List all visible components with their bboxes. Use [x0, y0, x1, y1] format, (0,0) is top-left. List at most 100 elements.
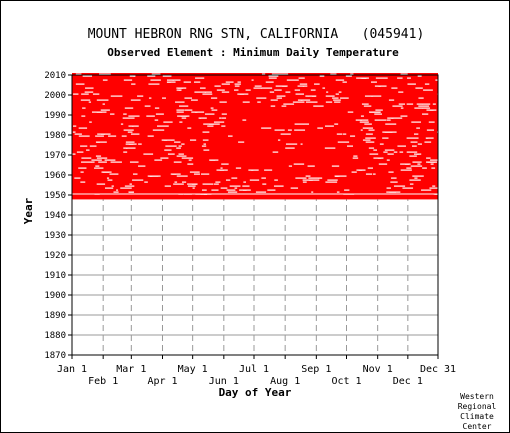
gap-mark	[94, 167, 104, 169]
gap-mark	[308, 179, 320, 181]
data-cell	[72, 147, 438, 150]
gap-mark	[175, 101, 185, 103]
gap-mark	[122, 117, 135, 119]
x-tick-label: May 1	[178, 364, 208, 375]
gap-mark	[219, 101, 227, 103]
gap-mark	[98, 161, 107, 163]
gap-mark	[108, 135, 117, 137]
gap-mark	[203, 149, 210, 151]
gap-mark	[274, 129, 285, 131]
gap-mark	[194, 81, 201, 83]
gap-mark	[191, 111, 198, 113]
gap-mark	[413, 133, 419, 135]
gap-mark	[125, 143, 137, 145]
gap-mark	[207, 125, 214, 127]
gap-mark	[101, 171, 110, 173]
gap-mark	[96, 99, 109, 101]
y-tick-label-1940: 1940	[44, 211, 66, 221]
gap-mark	[418, 97, 424, 99]
gap-mark	[149, 175, 161, 177]
gap-mark	[182, 181, 187, 183]
gap-mark	[80, 181, 86, 183]
gap-mark	[397, 145, 406, 147]
gap-mark	[386, 191, 396, 193]
gap-mark	[297, 85, 305, 87]
gap-mark	[152, 129, 165, 131]
gap-mark	[406, 137, 419, 139]
gap-mark	[95, 155, 102, 157]
data-cell	[72, 83, 438, 86]
gap-mark	[89, 121, 92, 123]
x-tick-label: Dec 31	[420, 364, 456, 375]
y-axis: 1870 1880 1890 1900 1910 1920 1930 1940 1950 1960…	[44, 71, 72, 361]
gap-mark	[352, 157, 359, 159]
gap-mark	[242, 101, 250, 103]
gap-mark	[154, 159, 163, 161]
gap-mark	[276, 95, 286, 97]
gap-mark	[331, 165, 340, 167]
x-tick-label: Feb 1	[88, 376, 118, 387]
x-tick-label: Jun 1	[209, 376, 239, 387]
gap-mark	[166, 81, 176, 83]
gap-mark	[326, 91, 329, 93]
gap-mark	[387, 153, 394, 155]
gap-mark	[203, 143, 206, 145]
gap-mark	[225, 179, 231, 181]
gap-mark	[379, 143, 384, 145]
data-row-1958	[72, 177, 438, 180]
gap-mark	[360, 119, 369, 121]
gap-mark	[195, 77, 205, 79]
gap-mark	[81, 161, 92, 163]
gap-mark	[370, 81, 377, 83]
data-row-1991	[72, 111, 438, 114]
data-cell	[72, 117, 438, 120]
gap-mark	[100, 109, 110, 111]
data-row-1984	[72, 125, 438, 128]
gap-mark	[123, 113, 127, 115]
data-cell	[72, 77, 438, 80]
gap-mark	[358, 169, 363, 171]
gap-mark	[129, 75, 136, 77]
y-tick-label-1970: 1970	[44, 151, 66, 161]
gap-mark	[382, 137, 389, 139]
gap-mark	[251, 169, 259, 171]
data-cell	[72, 145, 438, 148]
y-tick-label-1920: 1920	[44, 251, 66, 261]
data-row-1949	[72, 195, 438, 198]
gap-mark	[174, 181, 178, 183]
gap-mark	[239, 93, 244, 95]
gap-mark	[130, 99, 141, 101]
gap-mark	[390, 181, 398, 183]
gap-mark	[157, 125, 169, 127]
gap-mark	[184, 109, 193, 111]
data-cell	[72, 187, 438, 190]
gap-mark	[172, 173, 181, 175]
gap-mark	[137, 95, 144, 97]
data-cell	[72, 119, 438, 122]
data-cell	[72, 181, 438, 184]
gap-mark	[274, 89, 282, 91]
data-row-1960	[72, 173, 438, 176]
gap-mark	[264, 169, 273, 171]
gap-mark	[391, 117, 403, 119]
data-cell	[72, 189, 438, 192]
gap-mark	[285, 91, 291, 93]
gap-mark	[392, 105, 403, 107]
gap-mark	[287, 129, 292, 131]
gap-mark	[80, 145, 88, 147]
gap-mark	[365, 133, 373, 135]
data-row-1969	[72, 155, 438, 158]
gap-mark	[238, 141, 245, 143]
gap-mark	[242, 119, 247, 121]
gap-mark	[164, 185, 171, 187]
gap-mark	[297, 99, 303, 101]
gap-mark	[387, 117, 394, 119]
gap-mark	[129, 183, 132, 185]
gap-mark	[406, 151, 418, 153]
gap-mark	[194, 111, 205, 113]
gap-mark	[422, 113, 429, 115]
gap-mark	[234, 187, 238, 189]
gap-mark	[95, 135, 104, 137]
gap-mark	[73, 125, 77, 127]
data-cell	[72, 167, 438, 170]
